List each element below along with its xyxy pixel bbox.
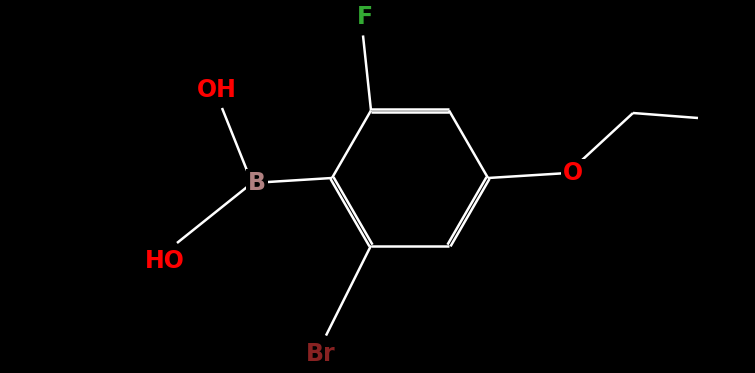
Text: B: B <box>248 171 266 195</box>
Text: F: F <box>357 6 373 29</box>
Text: Br: Br <box>307 342 336 366</box>
Text: HO: HO <box>145 249 185 273</box>
Text: O: O <box>563 161 583 185</box>
Text: OH: OH <box>197 78 237 102</box>
